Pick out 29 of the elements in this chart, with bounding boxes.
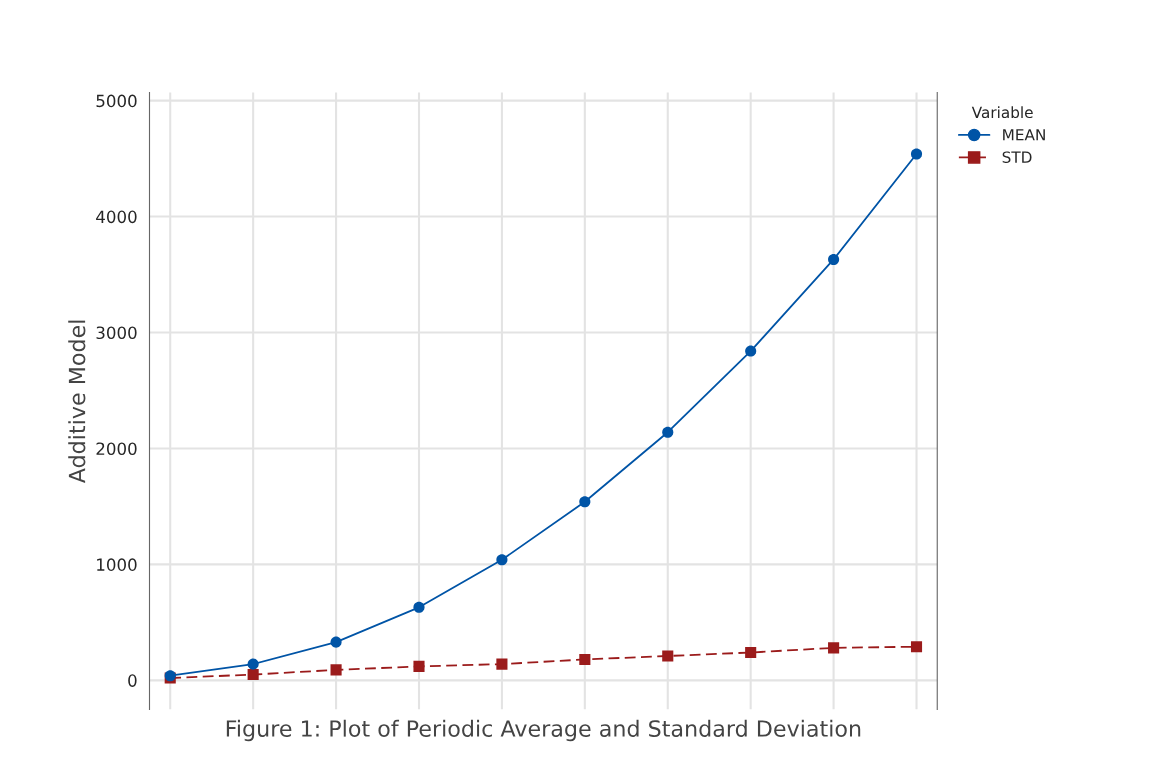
y-axis-title: Additive Model (68, 320, 86, 484)
point (745, 646, 757, 659)
point (413, 660, 425, 672)
legend-title: Variable (971, 106, 1033, 119)
point (413, 601, 425, 613)
point (496, 554, 508, 566)
legend-label: MEAN (1003, 129, 1045, 141)
y-tick-label: 0 (128, 674, 137, 687)
point (579, 496, 591, 508)
point (662, 650, 674, 662)
point (828, 253, 840, 266)
point (910, 148, 923, 160)
point (828, 642, 840, 654)
point (247, 658, 259, 670)
y-tick-label: 2000 (96, 442, 137, 456)
point (579, 653, 591, 666)
y-tick-label: 1000 (97, 558, 137, 571)
y-tick-label: 5000 (96, 94, 137, 108)
point (662, 426, 674, 438)
point (496, 658, 508, 670)
y-tick-label: 4000 (96, 210, 137, 224)
point (330, 664, 342, 676)
point (745, 345, 757, 357)
point (247, 668, 259, 681)
x-axis-title: Figure 1: Plot of Periodic Average and Standard Deviation (226, 719, 861, 742)
point (330, 636, 342, 648)
point (910, 641, 923, 653)
y-tick-label: 3000 (96, 326, 137, 340)
legend-label: STD (1002, 151, 1032, 163)
